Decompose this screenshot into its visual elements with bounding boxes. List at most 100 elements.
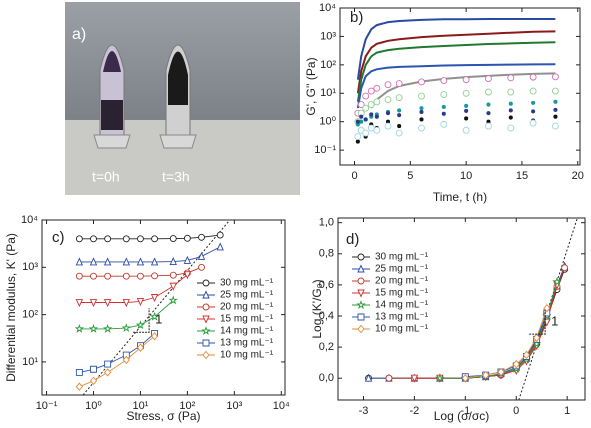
data-point [508,101,513,106]
data-point [385,111,391,116]
data-point [440,121,448,128]
y-tick-label: 0,0 [319,372,334,384]
data-point [461,374,469,383]
series-line [414,284,558,379]
data-point [150,331,159,341]
data-point [183,255,192,264]
data-point [440,77,448,85]
y-tick-label: 10¹ [320,87,336,99]
legend-label: 14 mg mL⁻¹ [220,326,274,337]
data-point [419,106,424,111]
data-point [75,257,84,266]
data-point [485,122,492,130]
data-point [435,373,445,383]
data-point [151,272,159,280]
data-point [75,368,83,376]
data-point [183,234,191,242]
data-point [367,87,375,95]
data-point [121,323,132,333]
data-point [395,129,403,137]
data-point [149,311,160,321]
annotation: 1 [155,312,162,327]
data-point [418,78,425,86]
vial-base [159,134,197,149]
y-tick-label: 10¹ [22,356,38,368]
y-tick-label: 10⁰ [319,116,336,128]
x-tick-label: -2 [410,405,420,417]
y-tick-label: 0,2 [319,341,334,353]
data-point [355,139,360,144]
data-point [384,96,392,104]
data-point [441,104,446,110]
legend-label: 20 mg mL⁻¹ [375,276,429,287]
data-point [74,323,85,333]
data-point [410,374,419,383]
legend-label: 14 mg mL⁻¹ [375,300,429,311]
y-tick-label: 1,0 [319,217,334,229]
x-axis-label: Log (σ/σc) [434,409,490,423]
data-point [367,101,375,109]
y-axis-label: Log (K'/G₀) [310,279,324,338]
y-tick-label: 0,4 [319,310,334,322]
legend-marker [201,326,211,335]
x-tick-label: 0 [351,170,357,182]
data-point [198,233,205,241]
data-point [543,304,551,313]
data-point [464,108,469,113]
series-line [79,246,221,263]
legend-marker [357,277,365,285]
data-point [150,294,159,303]
data-point [419,109,424,115]
data-point [88,323,99,333]
data-point [150,257,159,266]
data-point [486,102,491,107]
x-tick-label: 5 [407,170,413,182]
data-point [122,257,131,266]
data-point [531,100,536,105]
vial-content [168,51,188,105]
data-point [397,113,402,118]
legend-marker [202,279,210,287]
legend-label: 25 mg mL⁻¹ [220,290,274,301]
data-point [359,119,364,124]
data-point [355,119,360,124]
data-point [385,374,393,382]
y-tick-label: 10² [320,59,336,71]
data-point [462,126,470,134]
panel-label: d) [346,231,359,248]
data-point [397,124,402,129]
data-point [395,80,403,87]
data-point [482,370,490,380]
x-tick-label: 15 [516,170,528,182]
data-point [551,122,559,130]
legend-marker [357,264,365,273]
data-point [90,235,97,243]
data-point [462,76,470,84]
data-point [104,272,112,280]
data-point [102,323,113,333]
annotation: 1 [551,314,558,329]
legend-marker [357,289,365,298]
data-point [552,276,562,286]
data-point [136,297,145,307]
data-point [169,282,177,291]
data-point [497,367,505,377]
data-point [75,382,83,391]
y-tick-label: 10⁴ [21,214,38,226]
legend-marker [202,339,210,347]
y-tick-label: 0,8 [319,248,334,260]
data-point [89,257,98,266]
legend-marker [356,300,366,309]
legend-marker [202,290,210,299]
data-point [367,124,375,132]
data-point [486,111,491,116]
data-point [362,104,370,112]
legend-marker [202,303,210,311]
series-line [79,274,188,303]
data-point [485,88,492,96]
legend-marker [357,253,365,261]
series-line [356,41,556,102]
data-point [89,376,98,385]
data-point [136,343,145,352]
